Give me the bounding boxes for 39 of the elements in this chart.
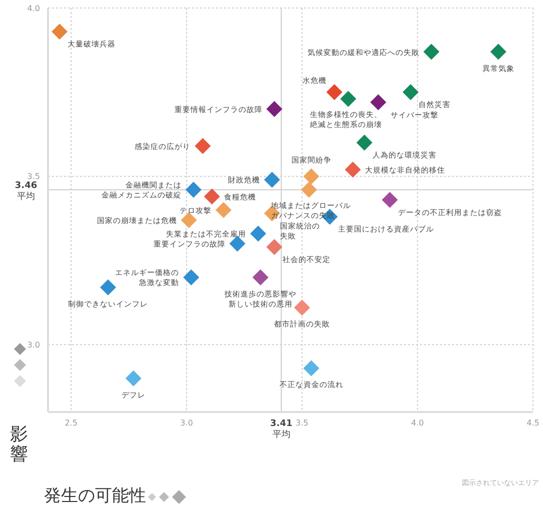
point [264, 172, 280, 188]
point [183, 269, 200, 286]
point [216, 202, 232, 218]
point [303, 168, 320, 184]
point [266, 239, 282, 256]
point [194, 138, 211, 154]
x-tick-label: 3.0 [180, 418, 193, 428]
point [186, 182, 202, 198]
point [326, 84, 342, 100]
point [252, 269, 268, 286]
point [370, 94, 386, 110]
point [294, 300, 310, 316]
x-tick-label: 4.5 [526, 418, 540, 428]
x-tick-label: 3.5 [296, 418, 308, 428]
y-tick-label: 3.5 [27, 172, 40, 182]
ref-line-label: 3.41 平均 [270, 419, 292, 440]
point [52, 24, 68, 40]
point [402, 84, 419, 100]
x-axis-title: 発生の可能性 [44, 485, 146, 507]
point [490, 44, 506, 60]
point [180, 212, 197, 228]
ref-line-label: 3.46 平均 [14, 180, 38, 202]
point [300, 182, 317, 198]
point [340, 90, 356, 107]
point [303, 360, 320, 376]
x-tick-label: 2.5 [64, 418, 78, 428]
x-tick-label: 4.0 [411, 418, 424, 428]
point [382, 192, 398, 208]
y-tick-label: 3.0 [27, 340, 40, 350]
point [100, 279, 116, 296]
point [344, 162, 361, 178]
point [250, 226, 266, 242]
point [266, 101, 282, 117]
point [125, 370, 142, 386]
y-axis-title: 影響 [10, 424, 29, 465]
y-tick-label: 4.0 [27, 4, 40, 13]
point [356, 134, 372, 151]
point [204, 188, 220, 205]
point [423, 44, 440, 60]
